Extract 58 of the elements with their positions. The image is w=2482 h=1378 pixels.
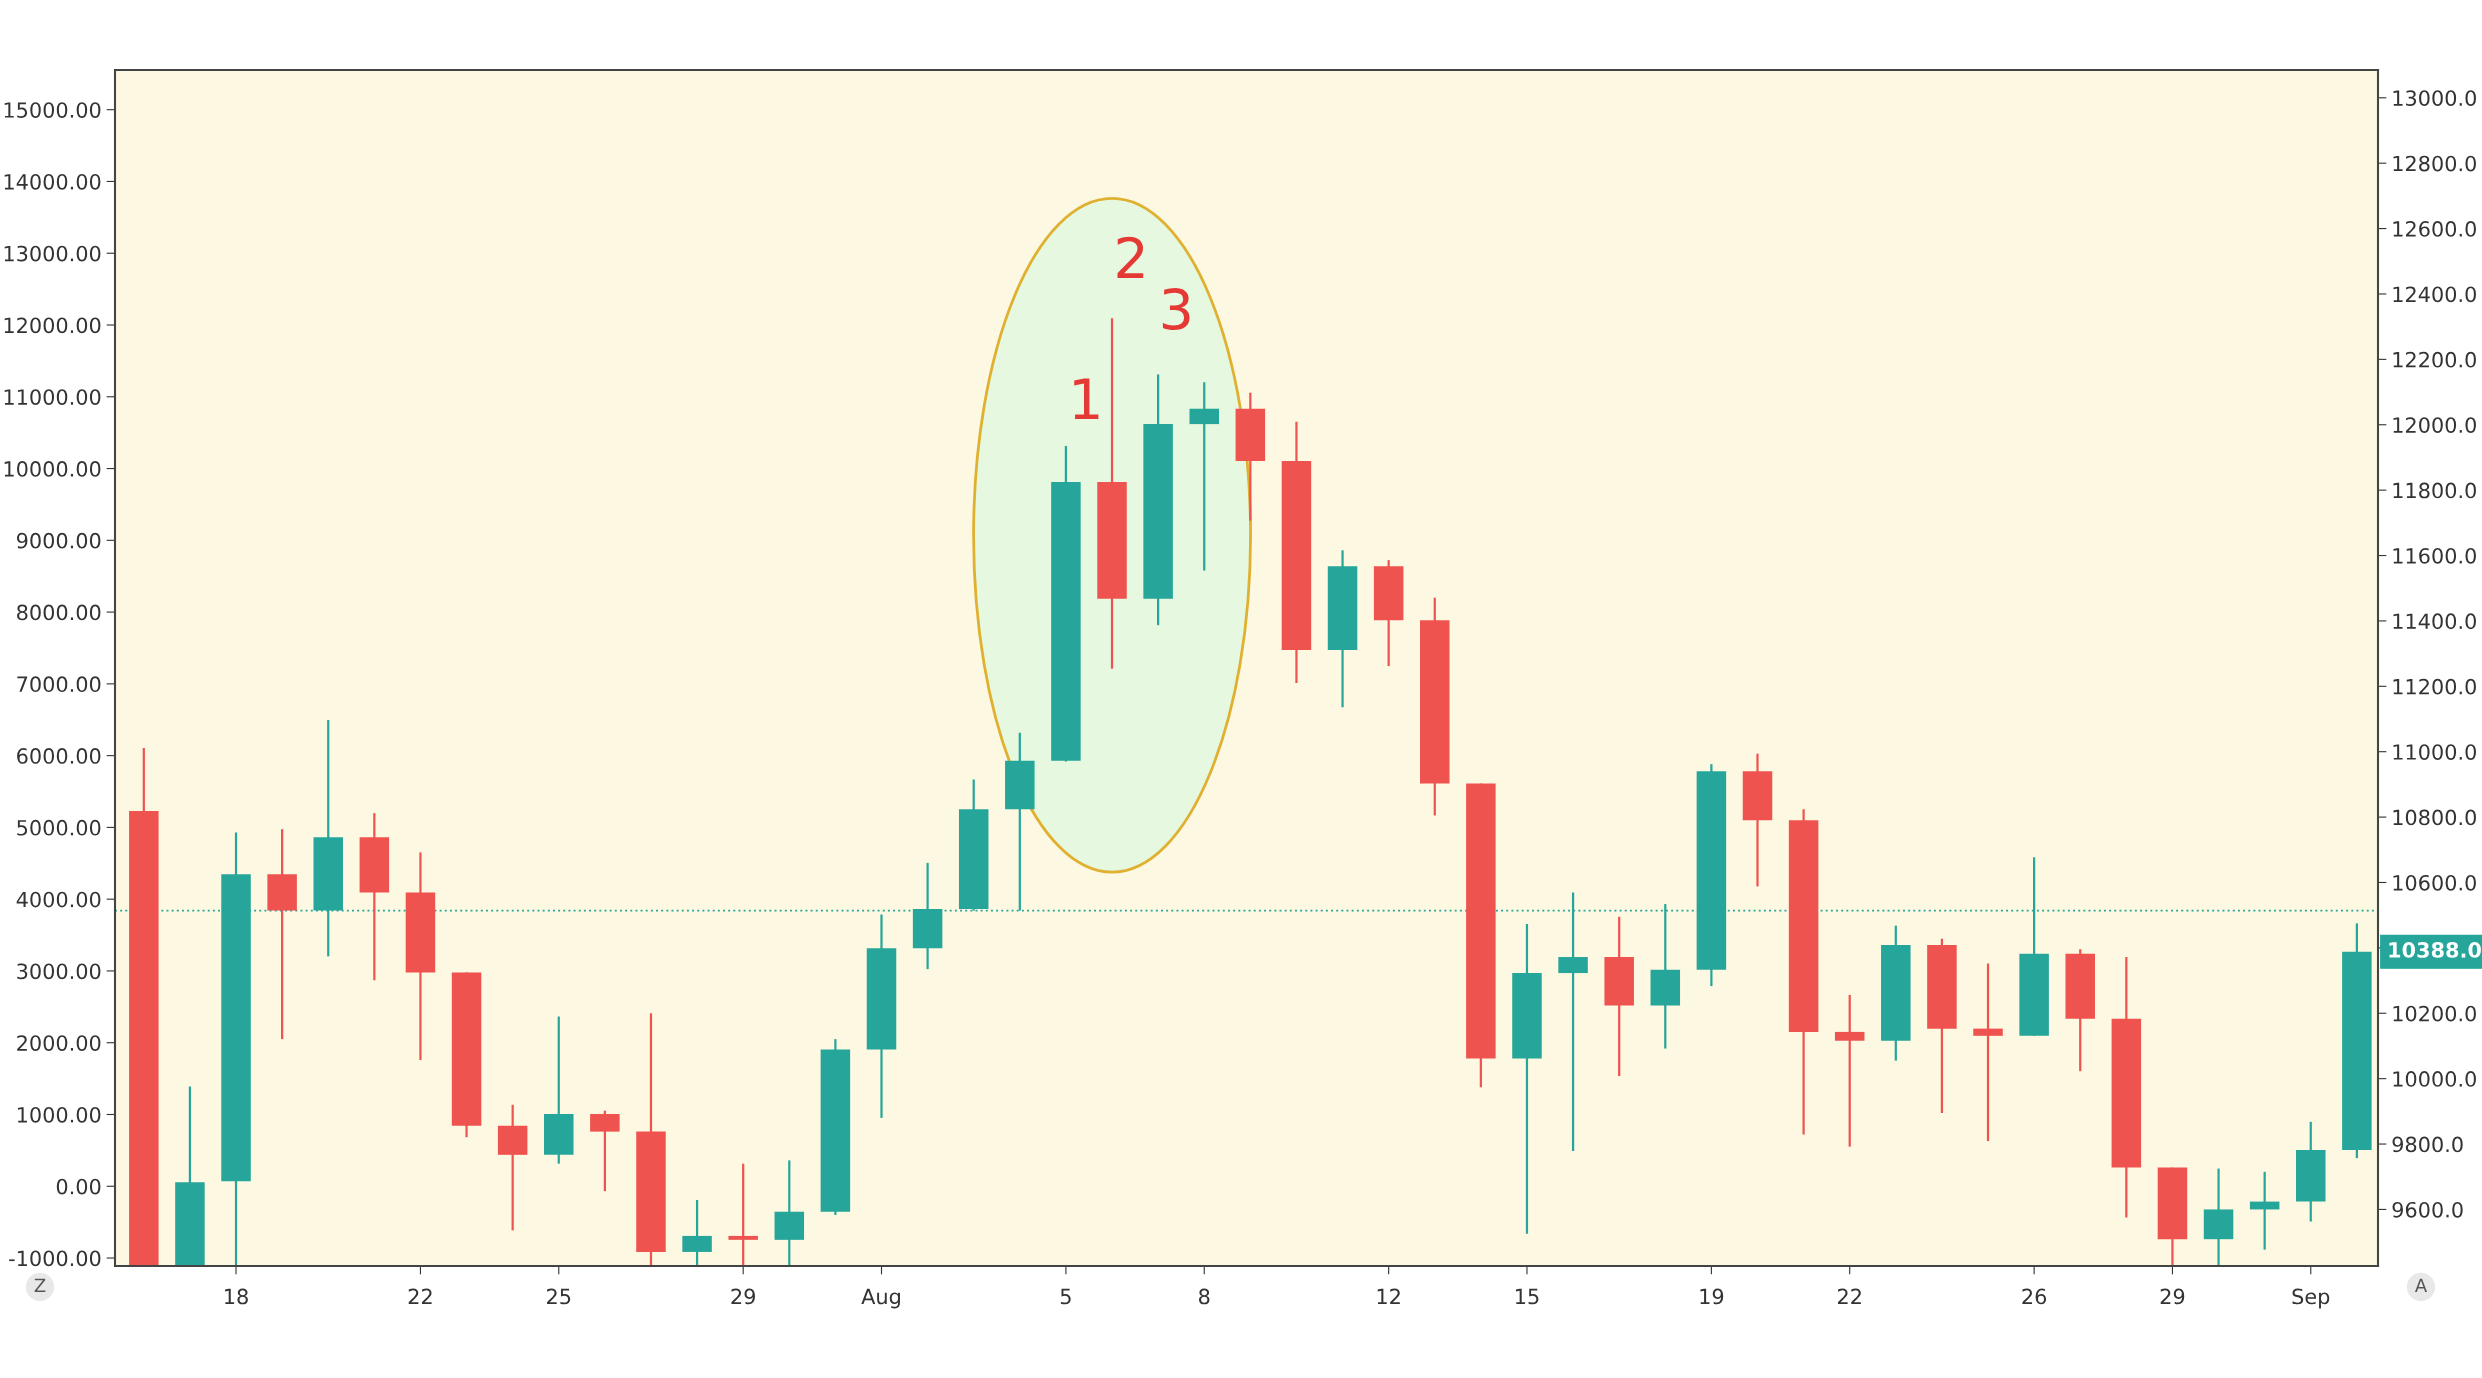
y2-tick-label: 13000.0 [2393,90,2476,106]
y-tick-label: 13000.00 [4,245,101,262]
y2-tick-label: 10800.0 [2393,809,2476,826]
x-tick-label: 29 [2160,1288,2185,1305]
y-tick-label: -1000.00 [9,1250,101,1267]
candlestick [1834,993,1865,1148]
x-tick-label: 29 [731,1288,755,1305]
y-tick-label: 14000.00 [4,173,101,190]
y-tick-label: 2000.00 [17,1035,101,1051]
y-tick-label: 10000.00 [4,461,101,477]
y-tick-label: 11000.00 [4,389,101,405]
y-tick-label: 1000.00 [17,1106,101,1123]
annotation: 3 [1162,288,1190,331]
x-tick-label: 15 [1516,1288,1539,1305]
annotation: 2 [1117,236,1144,278]
y-tick-label: 9000.00 [16,532,101,549]
y-tick-label: 5000.00 [17,819,101,836]
x-tick-label: 18 [225,1288,248,1305]
y2-tick-label: 11200.0 [2393,678,2476,695]
x-tick-label: 25 [547,1288,571,1305]
y2-tick-label: 10600.0 [2393,874,2476,891]
y-tick-label: 15000.00 [4,102,101,118]
annotation: 1 [1074,378,1099,420]
y-tick-label: 6000.00 [17,748,101,764]
y2-tick-label: 11600.0 [2393,547,2476,564]
x-tick-label: 12 [1377,1288,1400,1305]
y2-tick-label: 11400.0 [2393,613,2476,630]
y2-tick-label: 12000.0 [2393,417,2476,433]
y2-tick-label: 11000.0 [2393,744,2476,760]
text: 10388.0 [2389,942,2481,958]
x-tick-label: 5 [1060,1288,1071,1305]
candlestick [728,1162,758,1266]
y2-tick-label: 12600.0 [2393,221,2476,237]
y2-tick-label: 9600.0 [2392,1201,2463,1218]
text: A [2414,1278,2428,1292]
y-tick-label: 12000.00 [4,317,101,334]
y2-tick-label: 9800.0 [2392,1136,2463,1153]
y-tick-label: 0.00 [56,1178,101,1195]
y-tick-label: 7000.00 [17,676,101,693]
x-tick-label: 8 [1199,1288,1210,1305]
text: Z [34,1278,46,1292]
y2-tick-label: 12800.0 [2393,155,2476,172]
y2-tick-label: 10200.0 [2393,1005,2476,1022]
y2-tick-label: 12400.0 [2393,286,2476,303]
x-tick-label: Aug [861,1288,900,1309]
x-tick-label: 26 [2022,1288,2047,1305]
y2-tick-label: 12200.0 [2393,351,2476,368]
y-tick-label: 8000.00 [17,604,101,621]
y-tick-label: 4000.00 [16,891,101,908]
x-tick-label: Sep [2292,1288,2330,1309]
x-tick-label: 22 [408,1288,432,1305]
x-tick-label: 19 [1700,1288,1724,1305]
y2-tick-label: 11800.0 [2393,482,2476,499]
candlestick [1189,381,1219,572]
y-tick-label: 3000.00 [17,963,101,980]
x-tick-label: 22 [1837,1288,1861,1305]
candlestick [1973,962,2003,1143]
y2-tick-label: 10000.0 [2393,1071,2476,1087]
